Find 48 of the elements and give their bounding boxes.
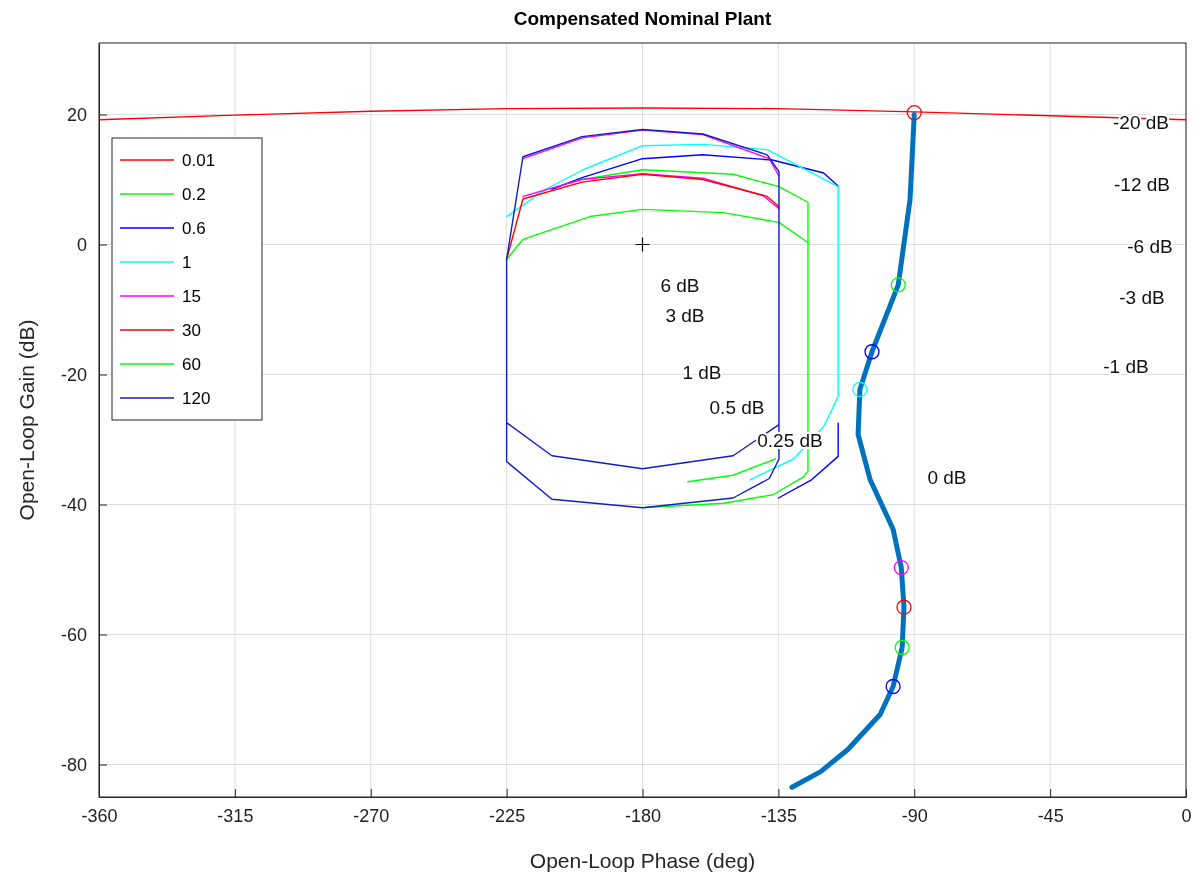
line-series <box>522 172 780 210</box>
legend-label: 15 <box>182 286 201 306</box>
x-tick-label: 0 <box>1181 805 1192 826</box>
x-tick-label: -270 <box>353 805 390 826</box>
y-axis-title: Open-Loop Gain (dB) <box>15 319 38 521</box>
annotation: -3 dB <box>1119 286 1165 308</box>
x-tick-label: -90 <box>901 805 928 826</box>
point <box>634 236 651 253</box>
annotation: 1 dB <box>682 361 722 383</box>
annotation: -1 dB <box>1103 355 1149 377</box>
y-tick-label: 0 <box>76 234 87 255</box>
annotation: -6 dB <box>1127 235 1173 257</box>
annotation: 0 dB <box>927 466 967 488</box>
y-tick-label: -40 <box>60 494 87 515</box>
annotation: 0.5 dB <box>709 396 765 418</box>
x-axis-title: Open-Loop Phase (deg) <box>529 849 756 872</box>
x-tick-label: -180 <box>624 805 662 826</box>
x-tick-label: -135 <box>760 805 797 826</box>
point <box>864 344 880 360</box>
y-tick-label: 20 <box>66 104 87 125</box>
x-tick-label: -315 <box>217 805 254 826</box>
legend-label: 0.6 <box>182 218 206 238</box>
x-tick-label: -45 <box>1037 805 1064 826</box>
line-series <box>522 129 780 177</box>
line-series <box>551 154 839 190</box>
x-tick-label: -360 <box>81 805 118 826</box>
legend-label: 0.2 <box>182 184 206 204</box>
point <box>893 559 909 576</box>
point <box>852 381 868 398</box>
point <box>906 104 922 121</box>
chart-title: Compensated Nominal Plant <box>513 8 772 29</box>
legend-label: 60 <box>182 354 201 374</box>
y-tick-label: -20 <box>60 364 87 385</box>
y-tick-label: -80 <box>60 754 87 775</box>
point <box>890 277 906 293</box>
line-series <box>505 143 839 481</box>
annotation: -12 dB <box>1114 173 1170 195</box>
y-tick-label: -60 <box>60 624 87 645</box>
legend-label: 30 <box>182 320 201 340</box>
legend-label: 0.01 <box>182 150 216 170</box>
point <box>894 639 910 656</box>
point <box>896 599 912 615</box>
x-tick-label: -225 <box>489 805 526 826</box>
legend-label: 120 <box>182 388 211 408</box>
annotation: 3 dB <box>665 304 705 326</box>
annotation: 6 dB <box>660 274 700 296</box>
point <box>885 678 901 695</box>
legend-label: 1 <box>182 252 192 272</box>
